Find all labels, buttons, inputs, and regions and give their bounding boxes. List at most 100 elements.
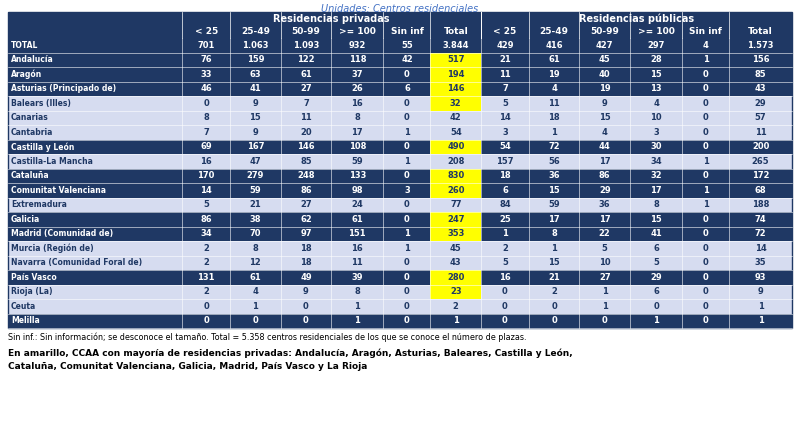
- Text: 15: 15: [250, 113, 262, 122]
- Text: 17: 17: [650, 186, 662, 195]
- Text: 16: 16: [351, 244, 363, 253]
- Text: 157: 157: [496, 157, 514, 166]
- Bar: [8, 38, 792, 53]
- Text: 11: 11: [499, 70, 511, 79]
- Text: 57: 57: [755, 113, 766, 122]
- Text: 18: 18: [300, 244, 312, 253]
- Text: 0: 0: [404, 99, 410, 108]
- Text: 54: 54: [499, 142, 511, 151]
- Text: 146: 146: [297, 142, 314, 151]
- Text: 0: 0: [703, 273, 709, 282]
- Text: 0: 0: [404, 215, 410, 224]
- Text: 72: 72: [548, 142, 560, 151]
- Text: 93: 93: [755, 273, 766, 282]
- Text: 7: 7: [303, 99, 309, 108]
- Text: Sin inf.: Sin información; se desconoce el tamaño. Total = 5.358 centros residen: Sin inf.: Sin información; se desconoce …: [8, 333, 526, 343]
- Text: 44: 44: [599, 142, 610, 151]
- Text: 0: 0: [502, 316, 508, 325]
- Text: 27: 27: [300, 84, 312, 93]
- Text: 43: 43: [450, 258, 462, 267]
- Text: 27: 27: [300, 200, 312, 209]
- Text: 50-99: 50-99: [291, 28, 320, 36]
- Text: 15: 15: [650, 70, 662, 79]
- Text: Ceuta: Ceuta: [11, 302, 36, 311]
- Bar: [8, 140, 792, 154]
- Text: 1: 1: [758, 316, 763, 325]
- Bar: [8, 285, 792, 299]
- Text: 16: 16: [499, 273, 511, 282]
- Text: 6: 6: [502, 186, 508, 195]
- Text: 429: 429: [496, 41, 514, 50]
- Text: 0: 0: [551, 316, 557, 325]
- Text: 427: 427: [596, 41, 614, 50]
- Text: 701: 701: [198, 41, 215, 50]
- Text: 35: 35: [755, 258, 766, 267]
- Text: 16: 16: [200, 157, 212, 166]
- Text: 9: 9: [253, 99, 258, 108]
- Text: 8: 8: [551, 229, 557, 238]
- Text: 41: 41: [650, 229, 662, 238]
- Bar: [8, 270, 792, 285]
- Text: 32: 32: [650, 171, 662, 180]
- Text: 56: 56: [548, 157, 560, 166]
- Text: 61: 61: [548, 55, 560, 64]
- Text: 2: 2: [203, 244, 209, 253]
- Text: 0: 0: [703, 316, 709, 325]
- Text: 297: 297: [647, 41, 665, 50]
- Text: 0: 0: [654, 302, 659, 311]
- Text: 156: 156: [752, 55, 770, 64]
- Text: 416: 416: [546, 41, 563, 50]
- Text: 15: 15: [548, 186, 560, 195]
- Text: 11: 11: [300, 113, 312, 122]
- Text: 0: 0: [404, 113, 410, 122]
- Text: 16: 16: [351, 99, 363, 108]
- Text: 42: 42: [450, 113, 462, 122]
- Text: 25-49: 25-49: [241, 28, 270, 36]
- Text: 17: 17: [599, 157, 610, 166]
- Text: 17: 17: [351, 128, 363, 137]
- Bar: [430, 226, 481, 241]
- Text: 0: 0: [703, 113, 709, 122]
- Text: 63: 63: [250, 70, 262, 79]
- Text: 5: 5: [203, 200, 209, 209]
- Text: 17: 17: [599, 215, 610, 224]
- Text: 1: 1: [602, 302, 608, 311]
- Text: 280: 280: [447, 273, 465, 282]
- Text: País Vasco: País Vasco: [11, 273, 57, 282]
- Text: 0: 0: [404, 258, 410, 267]
- Text: En amarillo, CCAA con mayoría de residencias privadas: Andalucía, Aragón, Asturi: En amarillo, CCAA con mayoría de residen…: [8, 349, 573, 359]
- Text: 62: 62: [300, 215, 312, 224]
- Text: 3.844: 3.844: [442, 41, 469, 50]
- Text: 248: 248: [297, 171, 314, 180]
- Text: 0: 0: [404, 287, 410, 296]
- Text: 131: 131: [198, 273, 215, 282]
- Bar: [8, 314, 792, 328]
- Text: 17: 17: [548, 215, 560, 224]
- Bar: [430, 270, 481, 285]
- Text: 22: 22: [599, 229, 610, 238]
- Text: 84: 84: [499, 200, 510, 209]
- Text: 5: 5: [602, 244, 608, 253]
- Text: 0: 0: [502, 287, 508, 296]
- Text: 265: 265: [752, 157, 770, 166]
- Text: 0: 0: [404, 171, 410, 180]
- Text: 29: 29: [599, 186, 610, 195]
- Text: 68: 68: [755, 186, 766, 195]
- Bar: [430, 53, 481, 67]
- Text: 7: 7: [203, 128, 209, 137]
- Text: 38: 38: [250, 215, 261, 224]
- Text: 6: 6: [653, 244, 659, 253]
- Text: 159: 159: [246, 55, 264, 64]
- Text: 6: 6: [653, 287, 659, 296]
- Bar: [430, 82, 481, 96]
- Text: 208: 208: [447, 157, 465, 166]
- Text: 0: 0: [703, 229, 709, 238]
- Bar: [430, 212, 481, 226]
- Text: 21: 21: [250, 200, 262, 209]
- Text: 0: 0: [703, 287, 709, 296]
- Bar: [8, 12, 792, 38]
- Text: 39: 39: [351, 273, 363, 282]
- Text: 54: 54: [450, 128, 462, 137]
- Text: 7: 7: [502, 84, 508, 93]
- Text: Castilla-La Mancha: Castilla-La Mancha: [11, 157, 93, 166]
